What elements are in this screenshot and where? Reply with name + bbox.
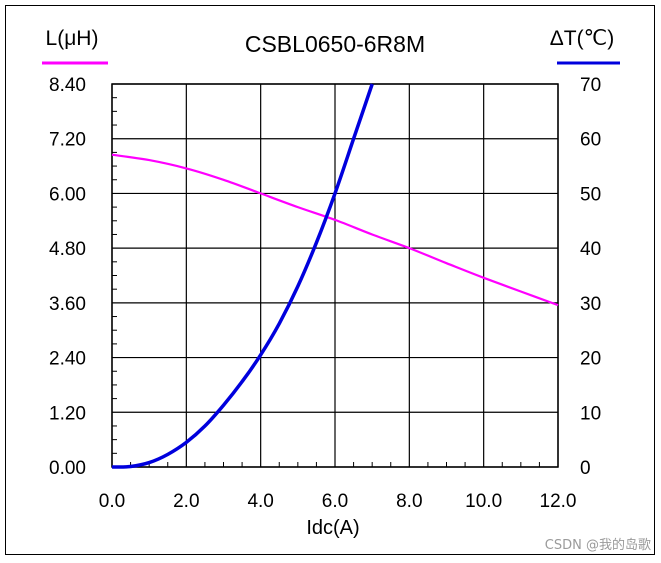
series-line-inductance: [111, 153, 559, 307]
x-tick-label: 10.0: [465, 491, 502, 512]
x-tick-label: 6.0: [322, 491, 348, 512]
y-left-tick-label: 1.20: [49, 403, 86, 424]
y-left-tick-label: 8.40: [49, 75, 86, 96]
y-left-tick-label: 2.40: [49, 349, 86, 370]
x-tick-label: 2.0: [173, 491, 199, 512]
y-left-tick-label: 6.00: [49, 184, 86, 205]
x-axis-label: Idc(A): [306, 517, 359, 539]
y-right-tick-label: 70: [580, 75, 601, 96]
tick-marks: [112, 97, 540, 467]
y-right-tick-label: 50: [580, 184, 601, 205]
y-left-tick-label: 0.00: [49, 458, 86, 479]
chart-frame: [5, 5, 655, 555]
y-right-tick-label: 40: [580, 239, 601, 260]
y-right-tick-label: 20: [580, 349, 601, 370]
y-right-tick-label: 60: [580, 130, 601, 151]
x-tick-label: 4.0: [247, 491, 273, 512]
y-right-axis-label: ΔT(℃): [550, 27, 614, 50]
y-left-axis-label: L(μH): [46, 27, 99, 50]
tick-labels: 0.0 2.0 4.0 6.0 8.0 10.0 12.0 0.00 1.20 2.40 3.60 4…: [49, 75, 601, 512]
watermark: CSDN @我的岛歌: [544, 538, 651, 553]
y-right-tick-label: 30: [580, 294, 601, 315]
series-line-temperature-rise: [111, 83, 374, 469]
y-right-tick-label: 10: [580, 403, 601, 424]
grid: [111, 83, 559, 468]
x-tick-label: 8.0: [396, 491, 422, 512]
y-left-tick-label: 7.20: [49, 130, 86, 151]
chart-title: CSBL0650-6R8M: [245, 31, 425, 57]
x-tick-label: 0.0: [99, 491, 125, 512]
y-left-tick-label: 3.60: [49, 294, 86, 315]
y-right-tick-label: 0: [580, 458, 591, 479]
x-tick-label: 12.0: [540, 491, 577, 512]
y-left-tick-label: 4.80: [49, 239, 86, 260]
